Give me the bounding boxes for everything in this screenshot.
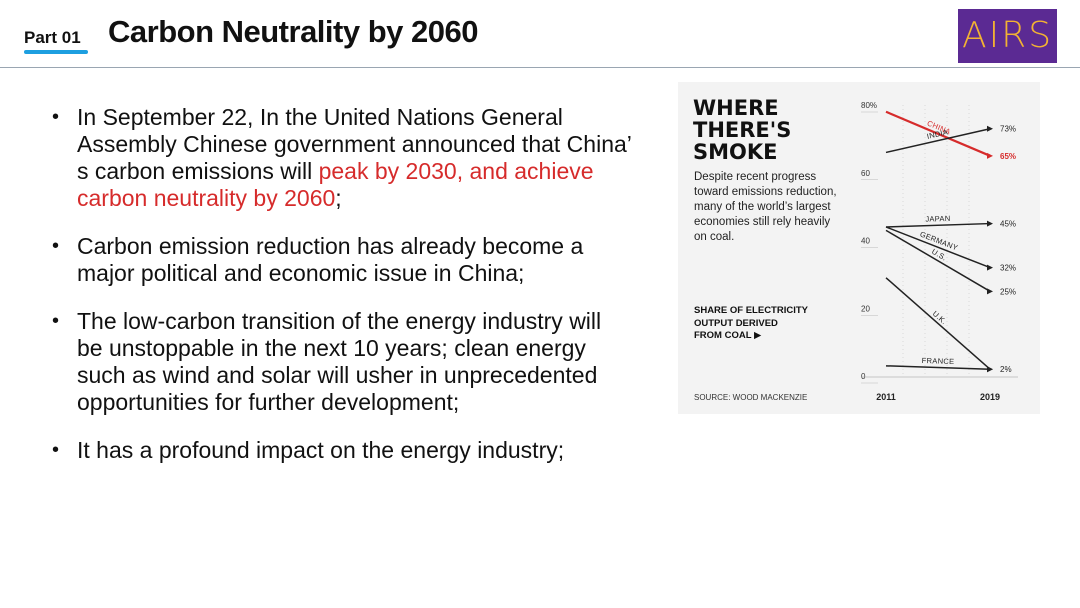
series-end-marker	[987, 152, 993, 159]
series-line-japan	[885, 222, 991, 228]
infographic-title-line: SMOKE	[693, 140, 778, 164]
coal-share-infographic: WHERE THERE'S SMOKE Despite recent progr…	[678, 82, 1040, 414]
series-end-label: 73%	[1000, 125, 1016, 134]
bullet-dot-icon: •	[52, 235, 60, 257]
series-end-marker	[987, 288, 993, 295]
part-label: Part 01	[24, 28, 81, 47]
infographic-title: WHERE THERE'S SMOKE	[693, 97, 791, 163]
share-label-line: FROM COAL ▶	[694, 330, 762, 341]
series-end-label: 25%	[1000, 287, 1016, 296]
y-tick-label: 80%	[861, 101, 877, 110]
series-line-uk	[885, 277, 991, 370]
bullet-item: • The low-carbon transition of the energ…	[52, 308, 632, 416]
infographic-source: SOURCE: WOOD MACKENZIE	[694, 393, 808, 402]
bullet-dot-icon: •	[52, 439, 60, 461]
slide-header: Part 01 Carbon Neutrality by 2060 AIRS	[0, 0, 1080, 68]
x-tick-label: 2019	[980, 392, 1000, 402]
bullet-text: Carbon emission reduction has already be…	[77, 233, 584, 286]
infographic-description: Despite recent progress toward emissions…	[694, 171, 837, 243]
share-label-line: OUTPUT DERIVED	[694, 317, 778, 329]
series-name-label: JAPAN	[925, 214, 950, 224]
bullet-item: • Carbon emission reduction has already …	[52, 233, 632, 287]
bullet-item: • In September 22, In the United Nations…	[52, 104, 632, 212]
y-tick-label: 60	[861, 169, 870, 178]
airs-logo: AIRS	[958, 9, 1057, 63]
series-end-marker	[987, 125, 993, 132]
page-title: Carbon Neutrality by 2060	[108, 14, 478, 49]
series-end-label: 45%	[1000, 220, 1016, 229]
bullet-text: It has a profound impact on the energy i…	[77, 437, 565, 463]
y-tick-label: 0	[861, 372, 866, 381]
series-end-label: 65%	[1000, 152, 1016, 161]
series-name-label: U.S.	[930, 247, 948, 263]
series-line-china	[885, 110, 991, 157]
bullet-dot-icon: •	[52, 106, 60, 128]
series-line-germany	[885, 226, 991, 269]
x-tick-label: 2011	[876, 392, 896, 402]
series-end-label: 32%	[1000, 264, 1016, 273]
series-end-marker	[987, 264, 993, 271]
series-name-label: U.K.	[931, 309, 949, 326]
bullet-text-end: ;	[335, 185, 342, 211]
bullet-dot-icon: •	[52, 310, 60, 332]
series-name-label: FRANCE	[922, 356, 955, 366]
header-divider	[0, 67, 1080, 68]
infographic-title-line: THERE'S	[693, 118, 792, 142]
bullet-item: • It has a profound impact on the energy…	[52, 437, 632, 464]
infographic-share-label: SHARE OF ELECTRICITY OUTPUT DERIVED FROM…	[694, 305, 844, 343]
part-underline	[24, 50, 88, 54]
series-end-label: 2%	[1000, 365, 1012, 374]
y-tick-label: 40	[861, 237, 870, 246]
series-line-india	[885, 127, 991, 154]
series-line-us	[885, 229, 991, 292]
infographic-title-line: WHERE	[693, 96, 779, 120]
bullet-text: In September 22, In the United Nations G…	[77, 104, 632, 184]
series-end-marker	[987, 366, 993, 373]
y-tick-label: 20	[861, 304, 870, 313]
bullet-text: The low-carbon transition of the energy …	[77, 308, 602, 415]
logo-text: AIRS	[961, 15, 1054, 56]
series-line-france	[885, 365, 991, 370]
series-end-marker	[987, 220, 993, 227]
bullet-highlight: peak by 2030, and achieve carbon neutral…	[77, 158, 594, 211]
bullet-list: • In September 22, In the United Nations…	[52, 104, 632, 485]
share-label-line: SHARE OF ELECTRICITY	[694, 305, 809, 316]
